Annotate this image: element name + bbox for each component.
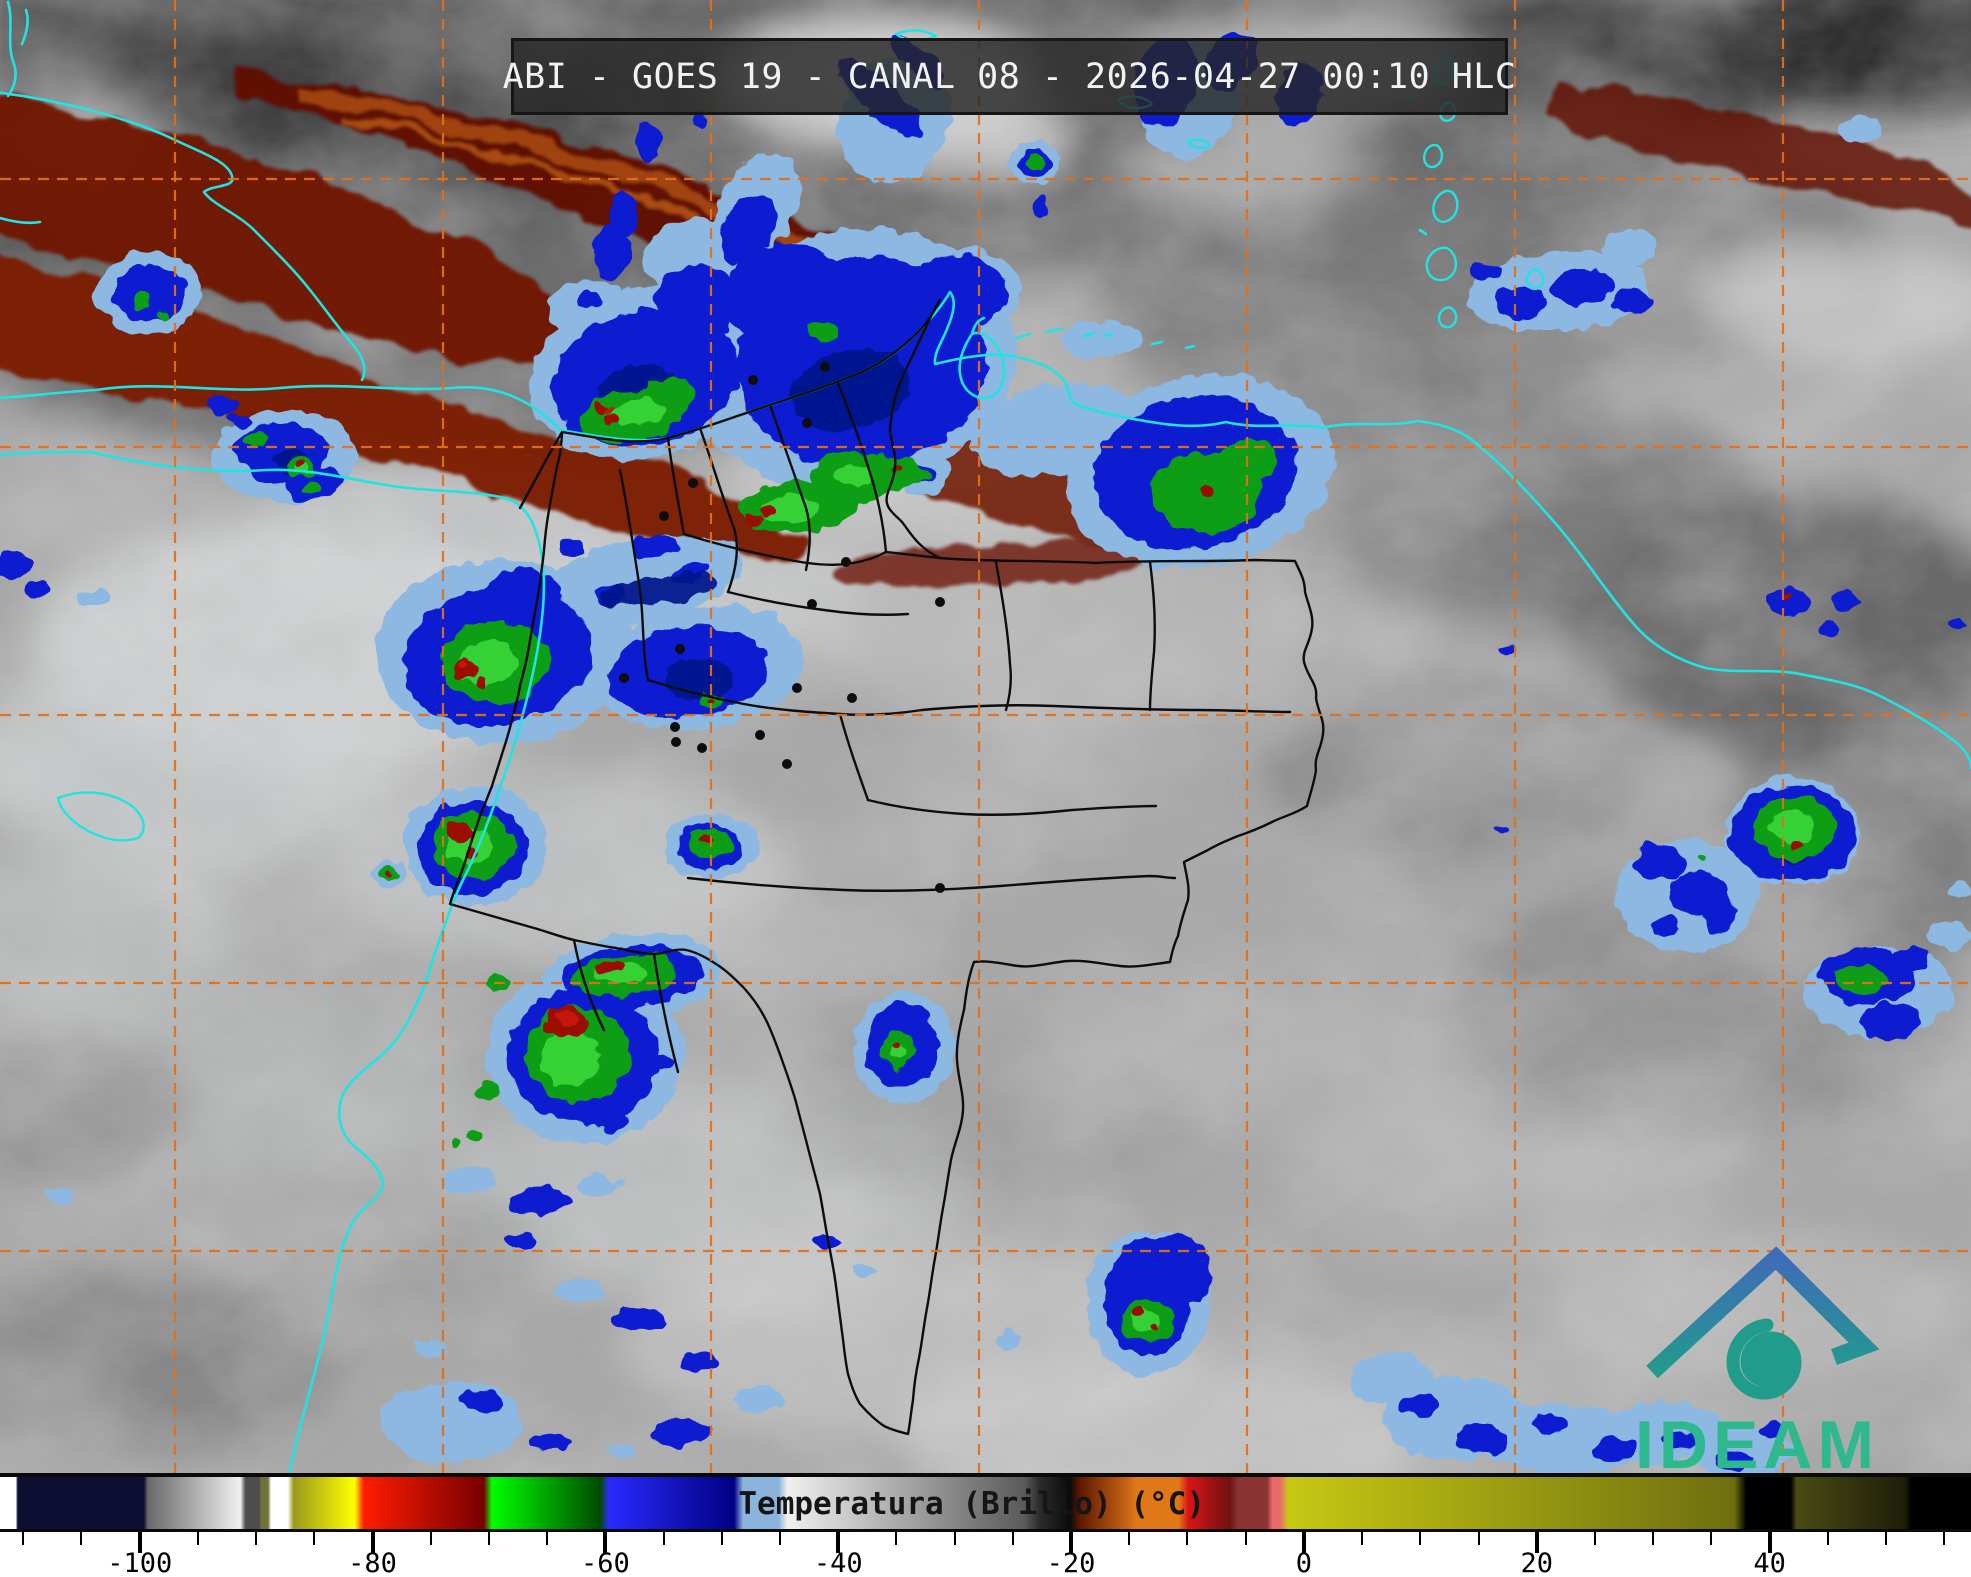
tick-label: 20 (1520, 1548, 1554, 1577)
minor-tick (1419, 1532, 1422, 1545)
tick-label: -100 (107, 1548, 173, 1577)
minor-tick (1652, 1532, 1655, 1545)
major-tick (370, 1532, 375, 1553)
minor-tick (429, 1532, 432, 1545)
minor-tick (1593, 1532, 1596, 1545)
minor-tick (1361, 1532, 1364, 1545)
major-tick (1534, 1532, 1539, 1553)
minor-tick (1128, 1532, 1131, 1545)
minor-tick (720, 1532, 723, 1545)
minor-tick (255, 1532, 258, 1545)
minor-tick (1943, 1532, 1946, 1545)
colorbar-axis: -100 -80 -60 -40 -20 0 20 40 (0, 1532, 1971, 1577)
major-tick (137, 1532, 142, 1553)
tick-label: 0 (1295, 1548, 1313, 1577)
major-tick (603, 1532, 608, 1553)
city-dots (619, 362, 945, 893)
tick-label: -20 (1046, 1548, 1096, 1577)
minor-tick (1186, 1532, 1189, 1545)
minor-tick (546, 1532, 549, 1545)
major-tick (1301, 1532, 1306, 1553)
minor-tick (953, 1532, 956, 1545)
logo-spiral-icon (1726, 1318, 1802, 1400)
minor-tick (779, 1532, 782, 1545)
tick-label: -60 (580, 1548, 630, 1577)
product-title-text: ABI - GOES 19 - CANAL 08 - 2026-04-27 00… (502, 56, 1517, 97)
major-tick (1069, 1532, 1074, 1553)
minor-tick (895, 1532, 898, 1545)
logo-roof-icon (1646, 1246, 1880, 1379)
minor-tick (662, 1532, 665, 1545)
major-tick (836, 1532, 841, 1553)
minor-tick (22, 1532, 25, 1545)
minor-tick (1011, 1532, 1014, 1545)
minor-tick (487, 1532, 490, 1545)
cell-layer-red-bright (459, 407, 614, 1025)
minor-tick (1244, 1532, 1247, 1545)
tick-label: 40 (1753, 1548, 1786, 1577)
minor-tick (1826, 1532, 1829, 1545)
minor-tick (313, 1532, 316, 1545)
colorbar-gradient (0, 1473, 1971, 1532)
colorbar-title: Temperatura (Brillo) (°C) (738, 1486, 1205, 1522)
logo-wordmark: IDEAM (1635, 1407, 1879, 1483)
colorbar: Temperatura (Brillo) (°C) -100 -80 -60 -40-… (0, 1473, 1971, 1577)
product-title-bar: ABI - GOES 19 - CANAL 08 - 2026-04-27 00… (503, 38, 1516, 115)
tick-label: -40 (813, 1548, 863, 1577)
coastlines (0, 0, 1971, 1478)
ideam-logo: IDEAM (1635, 1246, 1880, 1483)
convective-cells (0, 31, 1971, 1478)
minor-tick (196, 1532, 199, 1545)
minor-tick (1477, 1532, 1480, 1545)
minor-tick (1710, 1532, 1713, 1545)
minor-tick (1885, 1532, 1887, 1545)
major-tick (1767, 1532, 1772, 1553)
tick-label: -80 (348, 1548, 397, 1577)
minor-tick (80, 1532, 83, 1545)
latlon-gridlines (0, 0, 1971, 1474)
